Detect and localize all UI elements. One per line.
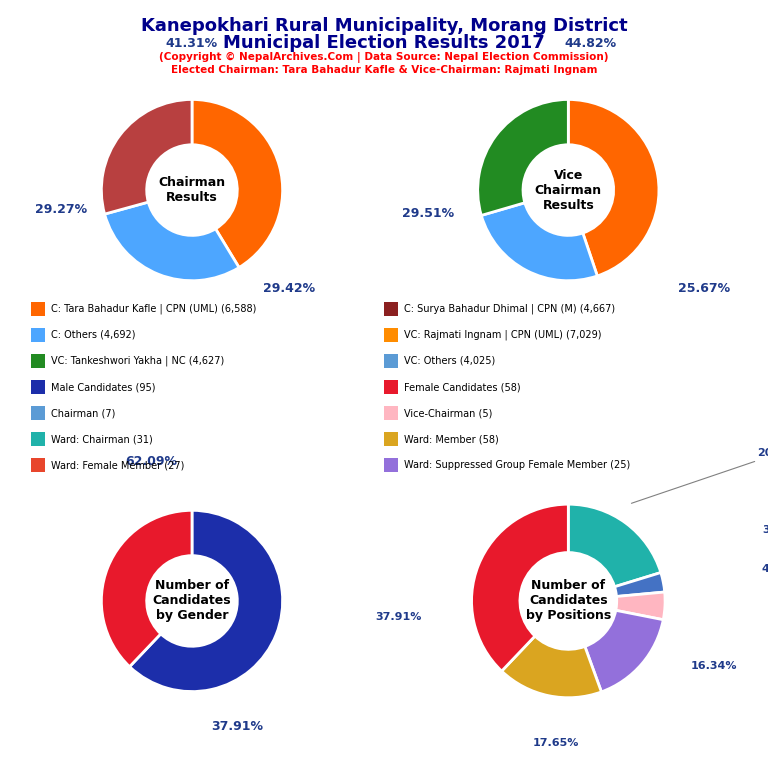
- Wedge shape: [616, 592, 665, 620]
- Wedge shape: [585, 611, 664, 692]
- Text: 25.67%: 25.67%: [678, 282, 730, 295]
- Wedge shape: [568, 504, 660, 587]
- Wedge shape: [472, 504, 568, 671]
- Text: VC: Rajmati Ingnam | CPN (UML) (7,029): VC: Rajmati Ingnam | CPN (UML) (7,029): [404, 329, 601, 340]
- Text: VC: Others (4,025): VC: Others (4,025): [404, 356, 495, 366]
- Text: 4.58%: 4.58%: [762, 564, 768, 574]
- Wedge shape: [502, 636, 601, 697]
- Text: Vice-Chairman (5): Vice-Chairman (5): [404, 408, 492, 419]
- Text: 29.42%: 29.42%: [263, 282, 316, 295]
- Text: VC: Tankeshwori Yakha | NC (4,627): VC: Tankeshwori Yakha | NC (4,627): [51, 356, 224, 366]
- Text: Elected Chairman: Tara Bahadur Kafle & Vice-Chairman: Rajmati Ingnam: Elected Chairman: Tara Bahadur Kafle & V…: [170, 65, 598, 74]
- Text: Ward: Female Member (27): Ward: Female Member (27): [51, 460, 184, 471]
- Text: Kanepokhari Rural Municipality, Morang District: Kanepokhari Rural Municipality, Morang D…: [141, 17, 627, 35]
- Wedge shape: [192, 100, 283, 267]
- Text: C: Tara Bahadur Kafle | CPN (UML) (6,588): C: Tara Bahadur Kafle | CPN (UML) (6,588…: [51, 303, 256, 314]
- Text: Female Candidates (58): Female Candidates (58): [404, 382, 521, 392]
- Text: 62.09%: 62.09%: [125, 455, 177, 468]
- Text: Vice
Chairman
Results: Vice Chairman Results: [535, 169, 602, 211]
- Text: 37.91%: 37.91%: [376, 612, 422, 622]
- Text: Ward: Member (58): Ward: Member (58): [404, 434, 498, 445]
- Wedge shape: [568, 100, 659, 276]
- Wedge shape: [482, 203, 598, 280]
- Text: C: Surya Bahadur Dhimal | CPN (M) (4,667): C: Surya Bahadur Dhimal | CPN (M) (4,667…: [404, 303, 615, 314]
- Text: Number of
Candidates
by Gender: Number of Candidates by Gender: [153, 580, 231, 622]
- Text: 41.31%: 41.31%: [166, 38, 218, 51]
- Text: Chairman
Results: Chairman Results: [158, 176, 226, 204]
- Wedge shape: [130, 510, 283, 691]
- Text: 16.34%: 16.34%: [690, 660, 737, 670]
- Text: 29.51%: 29.51%: [402, 207, 454, 220]
- Text: C: Others (4,692): C: Others (4,692): [51, 329, 135, 340]
- Text: Municipal Election Results 2017: Municipal Election Results 2017: [223, 34, 545, 51]
- Text: 44.82%: 44.82%: [565, 38, 617, 51]
- Text: 37.91%: 37.91%: [211, 720, 263, 733]
- Text: Number of
Candidates
by Positions: Number of Candidates by Positions: [525, 580, 611, 622]
- Wedge shape: [101, 100, 192, 214]
- Wedge shape: [478, 100, 568, 215]
- Text: Ward: Chairman (31): Ward: Chairman (31): [51, 434, 152, 445]
- Wedge shape: [614, 573, 664, 597]
- Text: Chairman (7): Chairman (7): [51, 408, 115, 419]
- Text: 17.65%: 17.65%: [533, 738, 579, 748]
- Wedge shape: [101, 510, 192, 667]
- Text: Ward: Suppressed Group Female Member (25): Ward: Suppressed Group Female Member (25…: [404, 460, 631, 471]
- Text: Male Candidates (95): Male Candidates (95): [51, 382, 155, 392]
- Text: (Copyright © NepalArchives.Com | Data Source: Nepal Election Commission): (Copyright © NepalArchives.Com | Data So…: [159, 51, 609, 62]
- Text: 29.27%: 29.27%: [35, 203, 87, 216]
- Text: 20.26%: 20.26%: [631, 448, 768, 503]
- Text: 3.27%: 3.27%: [762, 525, 768, 535]
- Wedge shape: [104, 202, 239, 280]
